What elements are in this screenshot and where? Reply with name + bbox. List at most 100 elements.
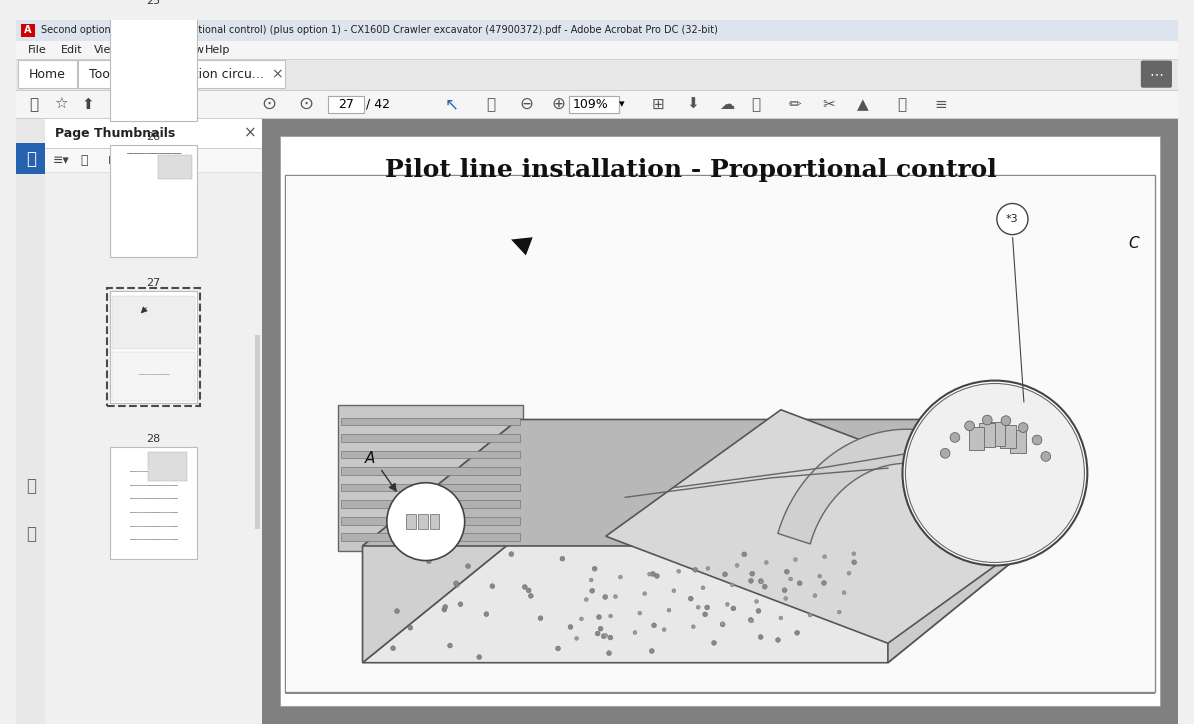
Circle shape bbox=[652, 623, 657, 628]
Text: ✂: ✂ bbox=[823, 97, 835, 111]
Circle shape bbox=[798, 581, 802, 586]
Circle shape bbox=[851, 560, 856, 565]
Text: 🔖: 🔖 bbox=[26, 526, 36, 543]
Bar bbox=[17, 143, 45, 174]
Bar bbox=[968, 427, 984, 450]
Bar bbox=[148, 452, 187, 481]
Bar bbox=[45, 172, 263, 173]
Bar bbox=[110, 447, 197, 559]
Polygon shape bbox=[605, 410, 1063, 643]
Circle shape bbox=[813, 594, 817, 597]
Circle shape bbox=[476, 654, 481, 660]
Circle shape bbox=[667, 608, 671, 612]
Bar bbox=[1010, 430, 1026, 453]
Text: 26: 26 bbox=[147, 132, 160, 143]
Text: ─────────────────: ───────────────── bbox=[129, 536, 178, 542]
Bar bbox=[21, 23, 35, 37]
Bar bbox=[990, 423, 1005, 446]
Circle shape bbox=[1018, 423, 1028, 432]
Text: ≡▾: ≡▾ bbox=[54, 154, 70, 167]
Circle shape bbox=[837, 610, 842, 614]
FancyBboxPatch shape bbox=[18, 61, 76, 88]
Bar bbox=[341, 450, 521, 458]
Circle shape bbox=[903, 381, 1088, 565]
Circle shape bbox=[703, 612, 708, 617]
Circle shape bbox=[794, 557, 798, 562]
Text: ─────────────────: ───────────────── bbox=[129, 496, 178, 501]
Circle shape bbox=[731, 606, 736, 611]
Circle shape bbox=[390, 646, 395, 651]
Text: Second option circuit kit (proportional control) (plus option 1) - CX160D Crawle: Second option circuit kit (proportional … bbox=[41, 25, 718, 35]
Text: ─────────────────: ───────────────── bbox=[125, 152, 181, 157]
Circle shape bbox=[722, 572, 727, 577]
Circle shape bbox=[776, 638, 781, 642]
Text: 🔍: 🔍 bbox=[139, 97, 147, 111]
Text: ⊞: ⊞ bbox=[107, 154, 118, 167]
Circle shape bbox=[997, 203, 1028, 235]
Circle shape bbox=[1032, 435, 1042, 445]
Polygon shape bbox=[363, 419, 518, 662]
Text: ─────────────────: ───────────────── bbox=[129, 468, 178, 473]
Bar bbox=[111, 296, 195, 350]
Text: C: C bbox=[1128, 236, 1139, 251]
Text: A: A bbox=[365, 451, 375, 466]
Text: Sign: Sign bbox=[127, 45, 152, 55]
Bar bbox=[418, 514, 427, 529]
Text: Page Thumbnails: Page Thumbnails bbox=[55, 127, 176, 140]
Polygon shape bbox=[888, 419, 1044, 662]
Text: ⬇: ⬇ bbox=[687, 97, 698, 111]
Text: 109%: 109% bbox=[572, 98, 608, 111]
Circle shape bbox=[762, 584, 768, 589]
Circle shape bbox=[538, 616, 543, 620]
Circle shape bbox=[778, 616, 783, 620]
Bar bbox=[17, 118, 1177, 119]
Circle shape bbox=[789, 577, 793, 581]
Circle shape bbox=[756, 608, 761, 613]
Circle shape bbox=[596, 631, 601, 636]
Text: ⋯: ⋯ bbox=[1150, 67, 1163, 81]
Text: 27: 27 bbox=[146, 278, 160, 288]
Text: Help: Help bbox=[205, 45, 230, 55]
Bar bbox=[284, 692, 1156, 694]
Circle shape bbox=[750, 571, 755, 576]
Circle shape bbox=[442, 607, 447, 612]
Circle shape bbox=[750, 619, 753, 623]
Bar bbox=[110, 9, 197, 121]
Circle shape bbox=[1041, 452, 1051, 461]
Circle shape bbox=[758, 578, 763, 584]
Bar bbox=[284, 175, 1156, 692]
Circle shape bbox=[650, 649, 654, 654]
Text: 28: 28 bbox=[146, 434, 160, 444]
Circle shape bbox=[638, 611, 641, 615]
Circle shape bbox=[720, 622, 725, 626]
Bar bbox=[279, 136, 1161, 707]
Circle shape bbox=[965, 421, 974, 431]
Circle shape bbox=[663, 628, 666, 631]
Circle shape bbox=[941, 448, 950, 458]
Text: ⊕: ⊕ bbox=[552, 96, 565, 113]
Text: ☆: ☆ bbox=[54, 97, 68, 111]
Circle shape bbox=[597, 615, 602, 620]
Text: ×: × bbox=[245, 126, 257, 141]
Circle shape bbox=[696, 605, 700, 609]
Text: ─────────────────: ───────────────── bbox=[129, 523, 178, 528]
Text: ✋: ✋ bbox=[486, 97, 496, 111]
Text: Tools: Tools bbox=[90, 67, 121, 80]
Circle shape bbox=[1001, 416, 1011, 426]
Polygon shape bbox=[363, 419, 1044, 546]
Text: 🖊: 🖊 bbox=[751, 97, 761, 111]
FancyBboxPatch shape bbox=[1140, 61, 1173, 88]
Circle shape bbox=[589, 578, 593, 582]
Bar bbox=[110, 145, 197, 257]
Circle shape bbox=[726, 602, 730, 606]
Text: Pilot line installation - Proportional control: Pilot line installation - Proportional c… bbox=[384, 159, 997, 182]
FancyBboxPatch shape bbox=[134, 61, 284, 88]
Circle shape bbox=[651, 571, 656, 576]
Polygon shape bbox=[338, 405, 523, 551]
Text: 💾: 💾 bbox=[29, 97, 38, 111]
Circle shape bbox=[654, 573, 659, 578]
Text: ≡: ≡ bbox=[934, 97, 947, 111]
Circle shape bbox=[618, 575, 622, 579]
Circle shape bbox=[443, 605, 448, 610]
Circle shape bbox=[614, 594, 617, 599]
